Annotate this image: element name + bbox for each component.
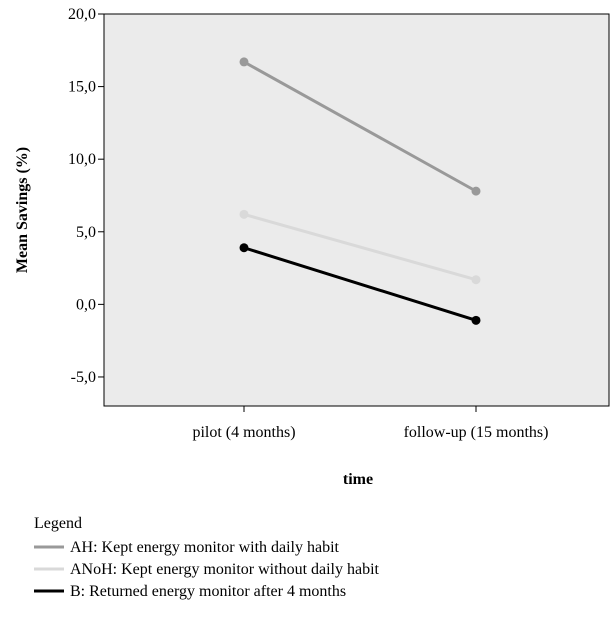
y-axis: 20,0 15,0 10,0 5,0 0,0 -5,0: [68, 6, 104, 386]
y-axis-title: Mean Savings (%): [14, 147, 31, 273]
y-tick-label: 10,0: [68, 151, 96, 168]
data-point: [239, 209, 249, 219]
data-point: [239, 243, 249, 253]
legend-entry: ANoH: Kept energy monitor without daily …: [70, 561, 380, 578]
legend-entry: AH: Kept energy monitor with daily habit: [70, 539, 340, 556]
series-group: [239, 57, 481, 325]
plot-area: [103, 13, 610, 407]
y-tick-label: -5,0: [71, 369, 96, 386]
x-axis: pilot (4 months) follow-up (15 months): [192, 406, 548, 441]
data-point: [471, 186, 481, 196]
y-tick-label: 15,0: [68, 79, 96, 96]
data-point: [471, 315, 481, 325]
series-line-1: [243, 212, 477, 282]
y-tick-label: 20,0: [68, 6, 96, 23]
y-tick-label: 0,0: [76, 296, 96, 313]
data-point: [239, 57, 249, 67]
series-line-0: [243, 60, 477, 193]
data-point: [471, 275, 481, 285]
y-tick-label: 5,0: [76, 224, 96, 241]
legend: AH: Kept energy monitor with daily habit…: [34, 539, 380, 600]
legend-entry: B: Returned energy monitor after 4 month…: [70, 583, 346, 600]
x-tick-label: pilot (4 months): [192, 424, 295, 441]
series-line-2: [243, 246, 477, 322]
legend-title: Legend: [34, 515, 82, 532]
x-axis-title: time: [343, 471, 373, 488]
x-tick-label: follow-up (15 months): [404, 424, 549, 441]
